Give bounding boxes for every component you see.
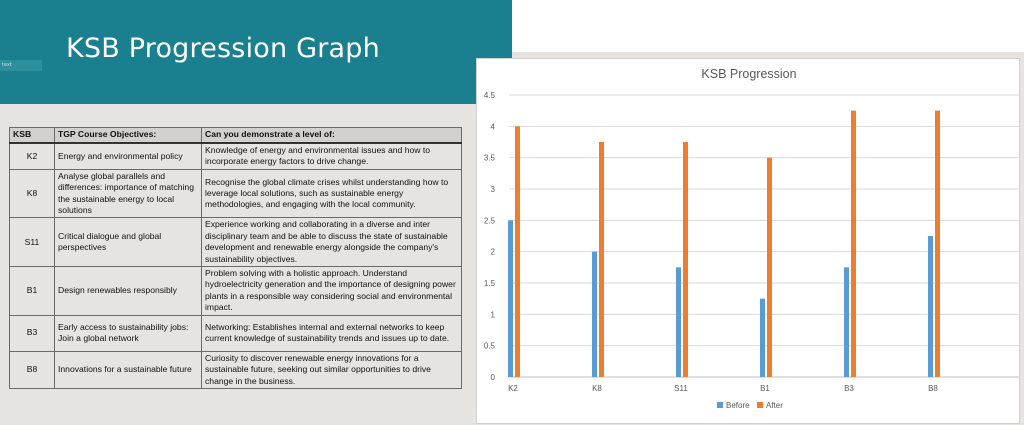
x-tick-label: S11 — [674, 384, 688, 393]
text-placeholder-tag: text — [0, 60, 42, 71]
chart-panel[interactable]: KSB Progression 0 0.5 1 1.5 2 2.5 3 3.5 4 4.5 K2 K8… — [476, 58, 1020, 424]
bar-before-b8[interactable] — [928, 236, 933, 377]
bar-after-b1[interactable] — [767, 157, 772, 377]
y-tick-label: 2.5 — [484, 216, 496, 225]
y-tick-label: 2 — [491, 248, 496, 257]
ksb-code: S11 — [9, 217, 55, 268]
y-tick-label: 0 — [491, 373, 496, 382]
chart-title: KSB Progression — [701, 67, 796, 81]
y-tick-label: 4 — [491, 122, 496, 131]
y-tick-label: 3 — [491, 185, 496, 194]
legend-label-before: Before — [726, 401, 750, 410]
bar-after-b8[interactable] — [935, 110, 940, 377]
demonstrate-cell: Networking: Establishes internal and ext… — [201, 314, 462, 352]
bar-after-b3[interactable] — [851, 110, 856, 377]
objective-cell: Critical dialogue and global perspective… — [54, 217, 202, 268]
bar-after-k8[interactable] — [599, 142, 604, 377]
y-tick-label: 4.5 — [484, 91, 496, 100]
legend-label-after: After — [766, 401, 783, 410]
y-tick-label: 0.5 — [484, 342, 496, 351]
demonstrate-cell: Experience working and collaborating in … — [201, 217, 462, 268]
ksb-code: B1 — [9, 266, 55, 316]
header-demonstrate: Can you demonstrate a level of: — [201, 127, 462, 144]
bar-before-k8[interactable] — [592, 251, 597, 377]
objective-cell: Early access to sustainability jobs: Joi… — [54, 314, 202, 352]
bar-before-b3[interactable] — [844, 267, 849, 377]
x-tick-label: B8 — [928, 384, 938, 393]
ksb-code: K2 — [9, 142, 55, 170]
ksb-code: K8 — [9, 168, 55, 219]
objective-cell: Analyse global parallels and differences… — [54, 168, 202, 219]
y-tick-label: 1.5 — [484, 279, 496, 288]
bar-before-k2[interactable] — [508, 220, 513, 377]
bar-before-b1[interactable] — [760, 298, 765, 377]
header-objectives: TGP Course Objectives: — [54, 127, 202, 144]
x-tick-label: B1 — [760, 384, 770, 393]
y-tick-label: 1 — [491, 310, 496, 319]
header-ksb: KSB — [9, 127, 55, 144]
demonstrate-cell: Curiosity to discover renewable energy i… — [201, 350, 462, 389]
objective-cell: Design renewables responsibly — [54, 266, 202, 316]
table-header-row: KSB TGP Course Objectives: Can you demon… — [9, 127, 462, 144]
ksb-code: B3 — [9, 314, 55, 352]
demonstrate-cell: Knowledge of energy and environmental is… — [201, 142, 462, 170]
table-row: K8 Analyse global parallels and differen… — [9, 168, 462, 219]
objective-cell: Innovations for a sustainable future — [54, 350, 202, 389]
slide-background-white — [512, 0, 1024, 52]
ksb-code: B8 — [9, 350, 55, 389]
bar-after-k2[interactable] — [515, 126, 520, 377]
table-row: K2 Energy and environmental policy Knowl… — [9, 142, 462, 170]
table-row: B3 Early access to sustainability jobs: … — [9, 314, 462, 352]
table-row: B8 Innovations for a sustainable future … — [9, 350, 462, 389]
bar-after-s11[interactable] — [683, 142, 688, 377]
slide-title: KSB Progression Graph — [66, 33, 380, 64]
objective-cell: Energy and environmental policy — [54, 142, 202, 170]
x-tick-label: B3 — [844, 384, 854, 393]
legend-swatch-before — [717, 402, 723, 408]
demonstrate-cell: Problem solving with a holistic approach… — [201, 266, 462, 316]
y-tick-label: 3.5 — [484, 154, 496, 163]
legend-swatch-after — [757, 402, 763, 408]
ksb-table: KSB TGP Course Objectives: Can you demon… — [9, 127, 462, 389]
x-tick-label: K8 — [592, 384, 602, 393]
table-row: B1 Design renewables responsibly Problem… — [9, 266, 462, 316]
table-row: S11 Critical dialogue and global perspec… — [9, 217, 462, 268]
slide-header — [0, 0, 512, 104]
bar-chart: KSB Progression 0 0.5 1 1.5 2 2.5 3 3.5 4 4.5 K2 K8… — [484, 67, 1019, 410]
x-tick-label: K2 — [508, 384, 518, 393]
demonstrate-cell: Recognise the global climate crises whil… — [201, 168, 462, 219]
bar-before-s11[interactable] — [676, 267, 681, 377]
